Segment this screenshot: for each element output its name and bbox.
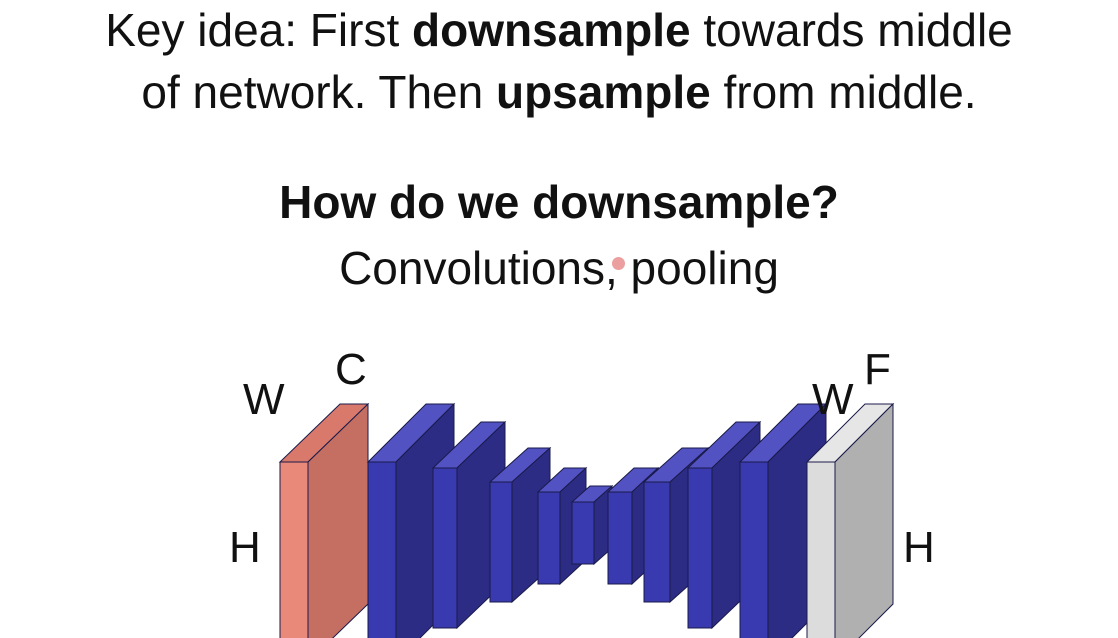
label-w-right: W <box>812 375 854 424</box>
key-idea-text: Key idea: First <box>105 4 413 56</box>
conv-block-7-front <box>643 481 671 603</box>
label-h-right: H <box>903 523 935 572</box>
conv-block-2-front <box>432 467 458 629</box>
label-c: C <box>335 345 367 394</box>
key-idea-upsample-bold: upsample <box>495 66 711 118</box>
question-heading: How do we downsample? <box>279 176 839 228</box>
conv-block-1-front <box>367 461 397 638</box>
label-f: F <box>864 345 891 394</box>
laser-pointer-dot <box>612 257 625 270</box>
conv-block-9-front <box>739 461 769 638</box>
key-idea-downsample-bold: downsample <box>412 4 691 56</box>
key-idea-text: from middle. <box>710 66 977 118</box>
label-h-left: H <box>229 523 261 572</box>
conv-block-3-front <box>489 481 513 603</box>
conv-block-6-front <box>607 491 633 585</box>
conv-block-bottleneck-front <box>571 501 595 565</box>
output-volume-front <box>806 461 836 638</box>
key-idea-line-1: Key idea: First downsample towards middl… <box>0 0 1118 60</box>
key-idea-text: of network. Then <box>141 66 496 118</box>
input-volume-front <box>279 461 309 638</box>
conv-block-8-front <box>687 467 713 629</box>
answer-text: Convolutions, pooling <box>339 242 779 294</box>
network-blocks <box>278 402 895 638</box>
key-idea-text: towards middle <box>690 4 1013 56</box>
conv-block-4-front <box>537 491 561 585</box>
key-idea-line-2: of network. Then upsample from middle. <box>0 62 1118 122</box>
label-w-left: W <box>243 375 285 424</box>
